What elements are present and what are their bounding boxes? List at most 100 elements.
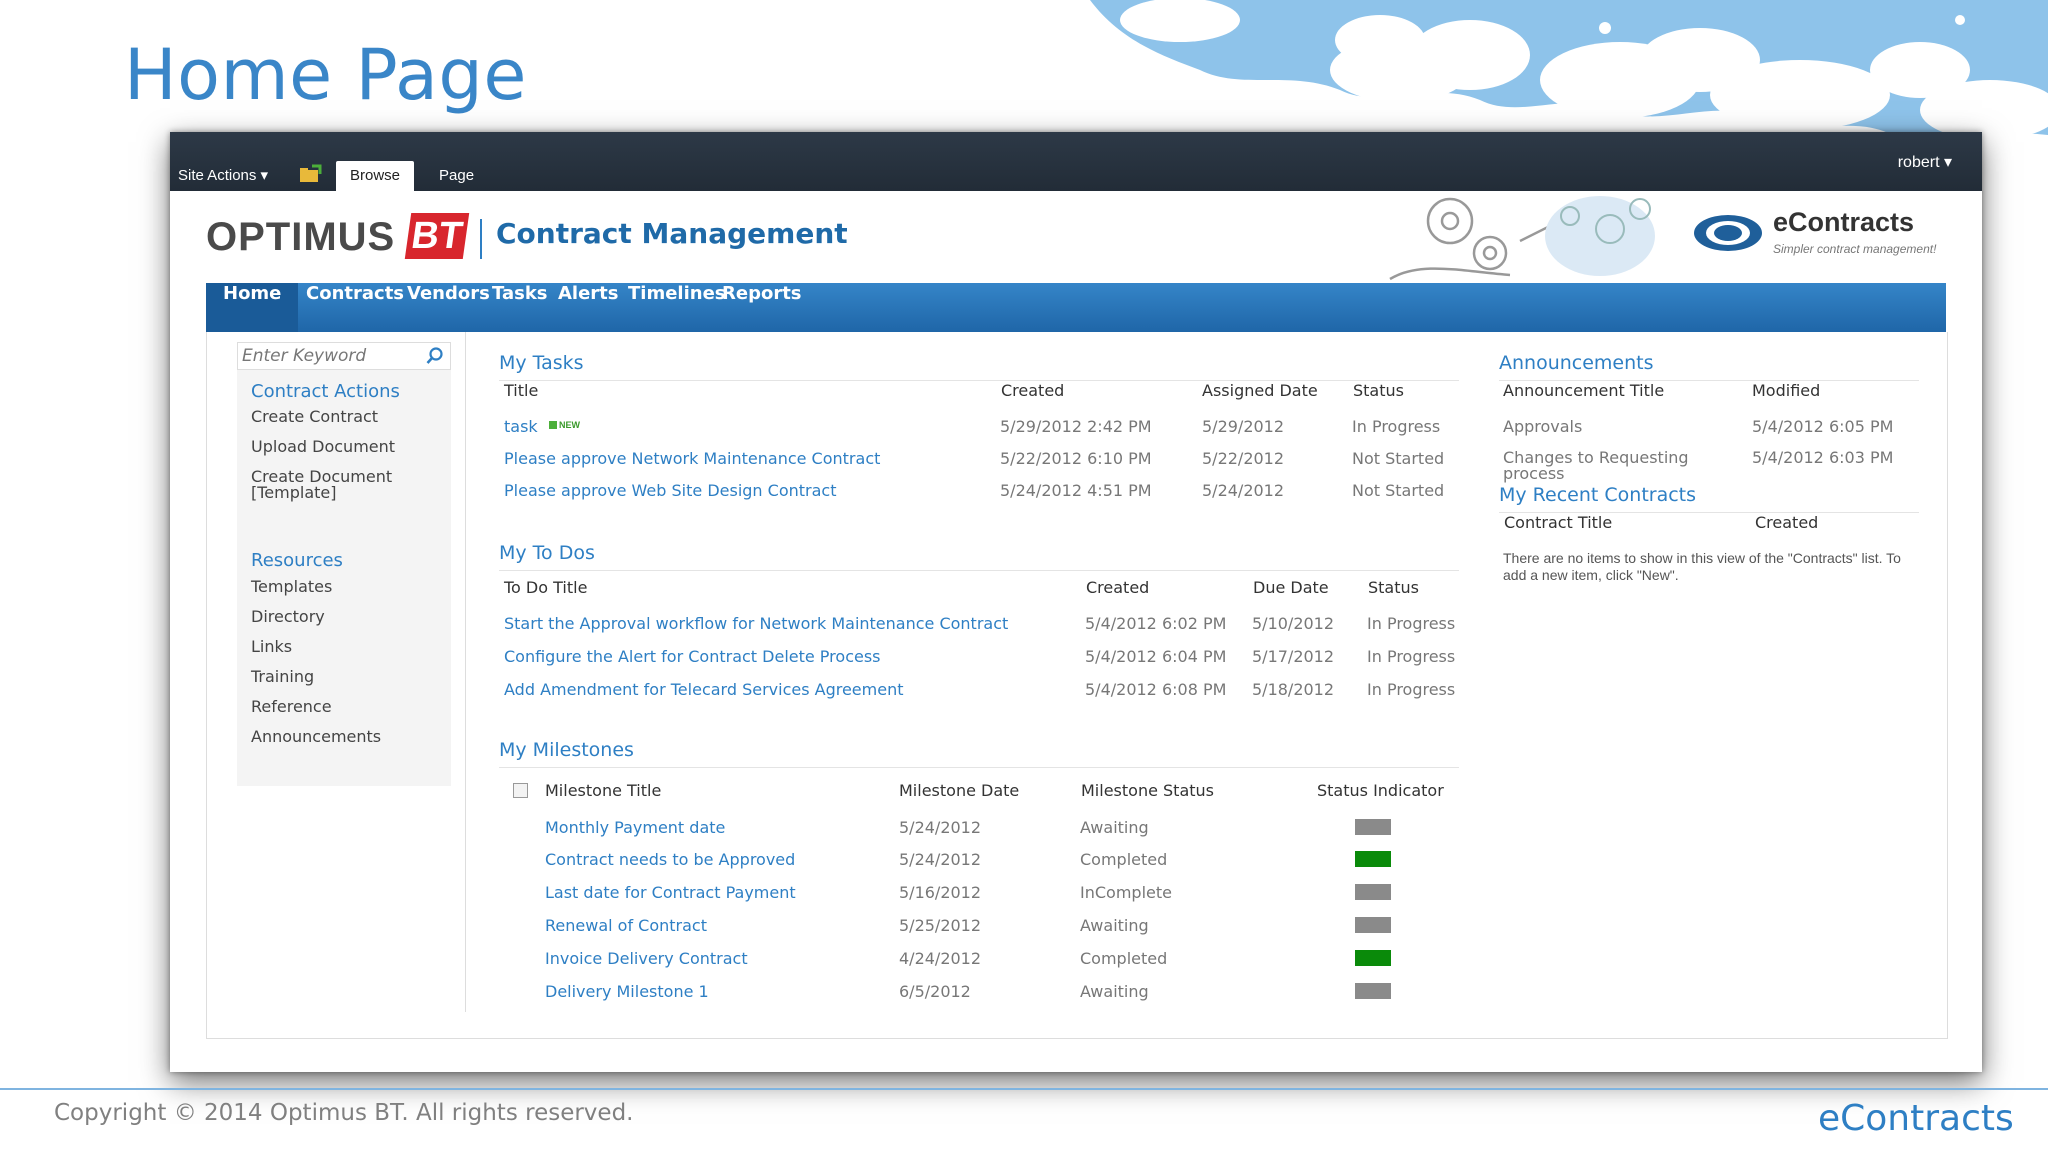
sharepoint-window: Site Actions ▾ Browse Page robert ▾ OPTI… — [170, 132, 1982, 1072]
nav-home[interactable]: Home — [206, 283, 299, 332]
page-content: Contract Actions Create Contract Upload … — [206, 332, 1948, 1039]
milestone-status: Completed — [1080, 949, 1168, 968]
todo-status: In Progress — [1367, 647, 1456, 666]
announcements-header-modified[interactable]: Modified — [1752, 381, 1821, 400]
todo-link[interactable]: Add Amendment for Telecard Services Agre… — [504, 680, 904, 699]
todo-created: 5/4/2012 6:02 PM — [1085, 614, 1227, 633]
todo-due: 5/10/2012 — [1252, 614, 1335, 633]
announcements-link[interactable]: Announcements — [251, 727, 382, 746]
task-link[interactable]: task — [504, 417, 538, 436]
todo-due: 5/17/2012 — [1252, 647, 1335, 666]
my-todos-rule — [499, 570, 1459, 571]
todos-header-due[interactable]: Due Date — [1253, 578, 1329, 597]
announcements-title[interactable]: Announcements — [1499, 352, 1654, 374]
milestone-date: 5/16/2012 — [899, 883, 982, 902]
tasks-header-created[interactable]: Created — [1001, 381, 1065, 400]
announcement-item-cont[interactable]: process — [1503, 464, 1565, 483]
tab-page[interactable]: Page — [439, 167, 475, 184]
todo-link[interactable]: Configure the Alert for Contract Delete … — [504, 647, 881, 666]
my-todos-title[interactable]: My To Dos — [499, 542, 595, 564]
search-box — [237, 342, 451, 370]
recent-contracts-title[interactable]: My Recent Contracts — [1499, 484, 1697, 506]
nav-reports[interactable]: Reports — [722, 283, 802, 304]
task-assigned: 5/22/2012 — [1202, 449, 1285, 468]
milestone-link[interactable]: Monthly Payment date — [545, 818, 726, 837]
milestone-link[interactable]: Last date for Contract Payment — [545, 883, 796, 902]
my-milestones-title[interactable]: My Milestones — [499, 739, 634, 761]
status-indicator — [1355, 983, 1391, 999]
brand-header: OPTIMUS BT Contract Management eContract… — [170, 191, 1982, 283]
gears-illustration-icon — [1389, 196, 1655, 281]
milestones-header-date[interactable]: Milestone Date — [899, 781, 1020, 800]
contracts-header-created[interactable]: Created — [1755, 513, 1819, 532]
todo-status: In Progress — [1367, 614, 1456, 633]
todo-due: 5/18/2012 — [1252, 680, 1335, 699]
tasks-header-title[interactable]: Title — [504, 381, 539, 400]
status-indicator — [1355, 884, 1391, 900]
directory-link[interactable]: Directory — [251, 607, 325, 626]
footer-econtracts-logo: eContracts — [1818, 1098, 2014, 1139]
contract-actions-heading[interactable]: Contract Actions — [251, 381, 400, 402]
templates-link[interactable]: Templates — [251, 577, 333, 596]
nav-tasks[interactable]: Tasks — [492, 283, 548, 304]
user-menu[interactable]: robert ▾ — [1897, 154, 1952, 171]
todos-header-status[interactable]: Status — [1368, 578, 1419, 597]
optimus-logo-text: OPTIMUS — [206, 215, 396, 259]
tab-browse[interactable]: Browse — [336, 161, 415, 191]
milestone-status: Awaiting — [1080, 818, 1149, 837]
upload-document-link[interactable]: Upload Document — [251, 437, 396, 456]
site-title[interactable]: Contract Management — [496, 217, 848, 250]
announcement-item[interactable]: Changes to Requesting — [1503, 448, 1689, 467]
tasks-header-status[interactable]: Status — [1353, 381, 1404, 400]
site-actions-menu[interactable]: Site Actions ▾ — [178, 167, 269, 184]
milestone-link[interactable]: Invoice Delivery Contract — [545, 949, 748, 968]
resources-heading[interactable]: Resources — [251, 550, 343, 571]
milestones-header-title[interactable]: Milestone Title — [545, 781, 662, 800]
task-created: 5/22/2012 6:10 PM — [1000, 449, 1152, 468]
nav-timelines[interactable]: Timelines — [628, 283, 726, 304]
milestone-status: InComplete — [1080, 883, 1172, 902]
links-link[interactable]: Links — [251, 637, 293, 656]
announcements-rule — [1499, 380, 1919, 381]
milestone-link[interactable]: Contract needs to be Approved — [545, 850, 796, 869]
footer-divider — [0, 1088, 2048, 1090]
create-document-link[interactable]: Create Document — [251, 467, 393, 486]
milestone-date: 4/24/2012 — [899, 949, 982, 968]
search-input[interactable] — [238, 343, 422, 369]
announcement-item[interactable]: Approvals — [1503, 417, 1583, 436]
todo-link[interactable]: Start the Approval workflow for Network … — [504, 614, 1009, 633]
create-contract-link[interactable]: Create Contract — [251, 407, 379, 426]
ribbon-bar: Site Actions ▾ Browse Page robert ▾ — [170, 132, 1982, 191]
navigate-up-icon[interactable] — [298, 164, 322, 184]
create-document-template-link[interactable]: [Template] — [251, 483, 337, 502]
todos-header-title[interactable]: To Do Title — [504, 578, 588, 597]
announcements-header-title[interactable]: Announcement Title — [1503, 381, 1665, 400]
bt-logo-box: BT — [404, 213, 470, 259]
empty-list-message: There are no items to show in this view … — [1503, 550, 1901, 583]
todos-header-created[interactable]: Created — [1086, 578, 1150, 597]
select-all-checkbox[interactable] — [513, 783, 528, 798]
status-indicator — [1355, 917, 1391, 933]
task-link[interactable]: Please approve Network Maintenance Contr… — [504, 449, 881, 468]
task-assigned: 5/29/2012 — [1202, 417, 1285, 436]
milestone-status: Awaiting — [1080, 916, 1149, 935]
task-link[interactable]: Please approve Web Site Design Contract — [504, 481, 837, 500]
search-icon[interactable] — [426, 347, 444, 365]
contracts-header-title[interactable]: Contract Title — [1504, 513, 1613, 532]
nav-vendors[interactable]: Vendors — [407, 283, 490, 304]
econtracts-logo-icon — [1694, 215, 1762, 251]
milestones-header-indicator[interactable]: Status Indicator — [1317, 781, 1444, 800]
nav-contracts[interactable]: Contracts — [306, 283, 405, 304]
milestone-link[interactable]: Renewal of Contract — [545, 916, 707, 935]
my-tasks-title[interactable]: My Tasks — [499, 352, 584, 374]
milestone-link[interactable]: Delivery Milestone 1 — [545, 982, 709, 1001]
tasks-header-assigned[interactable]: Assigned Date — [1202, 381, 1318, 400]
nav-alerts[interactable]: Alerts — [558, 283, 619, 304]
milestones-header-status[interactable]: Milestone Status — [1081, 781, 1214, 800]
new-badge: NEW — [549, 420, 580, 430]
milestone-date: 5/25/2012 — [899, 916, 982, 935]
training-link[interactable]: Training — [251, 667, 315, 686]
task-status: In Progress — [1352, 417, 1441, 436]
reference-link[interactable]: Reference — [251, 697, 332, 716]
top-navigation: Home Contracts Vendors Tasks Alerts Time… — [206, 283, 1946, 333]
